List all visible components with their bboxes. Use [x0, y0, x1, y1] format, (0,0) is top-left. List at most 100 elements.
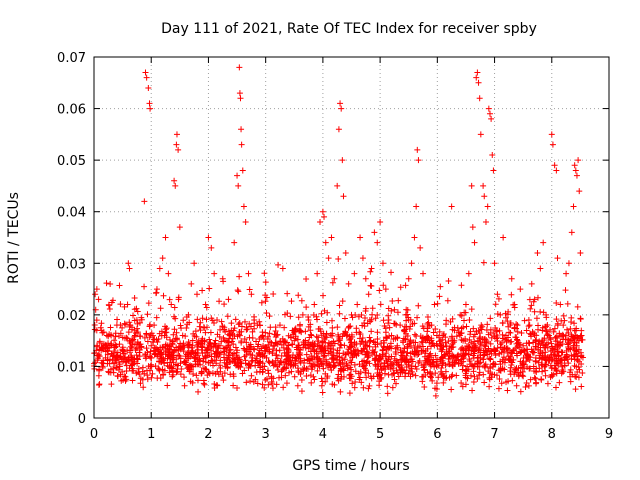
data-point — [507, 329, 514, 336]
data-point — [200, 377, 207, 384]
data-point — [320, 353, 327, 360]
data-point — [319, 389, 326, 396]
data-point — [191, 260, 198, 267]
data-point — [507, 321, 514, 328]
plot-frame — [93, 56, 610, 419]
data-point — [307, 372, 314, 379]
data-point — [379, 260, 386, 267]
data-point — [412, 372, 419, 379]
data-point — [448, 333, 455, 340]
data-point — [467, 372, 474, 379]
data-point — [445, 347, 452, 354]
data-point — [148, 330, 155, 337]
data-point — [276, 347, 283, 354]
data-point — [338, 342, 345, 349]
data-point — [468, 182, 475, 189]
data-point — [514, 328, 521, 335]
data-point — [564, 326, 571, 333]
data-point — [242, 357, 249, 364]
data-point — [336, 310, 343, 317]
data-point — [334, 182, 341, 189]
data-point — [96, 338, 103, 345]
data-point — [559, 349, 566, 356]
data-point — [185, 364, 192, 371]
data-point — [544, 331, 551, 338]
data-point — [311, 376, 318, 383]
data-point — [405, 275, 412, 282]
data-point — [418, 362, 425, 369]
data-point — [402, 326, 409, 333]
data-point — [391, 376, 398, 383]
data-point — [129, 377, 136, 384]
data-point — [241, 318, 248, 325]
data-point — [270, 290, 277, 297]
data-point — [144, 376, 151, 383]
data-points — [91, 64, 586, 399]
data-point — [218, 338, 225, 345]
data-point — [194, 291, 200, 298]
data-point — [508, 291, 515, 298]
data-point — [220, 377, 227, 384]
data-point — [340, 373, 347, 380]
data-point — [253, 338, 260, 345]
data-point — [535, 359, 542, 366]
data-point — [337, 388, 344, 395]
data-point — [132, 346, 139, 353]
data-point — [525, 317, 532, 324]
data-point — [273, 351, 280, 358]
y-tick-label: 0.03 — [57, 257, 86, 272]
data-point — [577, 249, 584, 256]
data-point — [235, 182, 242, 189]
data-point — [503, 379, 510, 386]
data-point — [134, 320, 141, 327]
data-point — [407, 342, 414, 349]
data-point — [490, 167, 497, 174]
data-point — [539, 362, 546, 369]
data-point — [228, 320, 235, 327]
data-point — [559, 367, 566, 374]
data-point — [534, 249, 541, 256]
data-point — [351, 384, 358, 391]
data-point — [282, 365, 289, 372]
data-point — [495, 385, 502, 392]
data-point — [470, 355, 477, 362]
data-point — [320, 365, 327, 372]
data-point — [364, 320, 371, 327]
data-point — [111, 337, 118, 344]
data-point — [108, 381, 115, 388]
data-point — [351, 351, 358, 358]
data-point — [256, 318, 263, 325]
data-point — [403, 306, 410, 313]
data-point — [366, 343, 373, 350]
data-point — [414, 146, 421, 153]
data-point — [314, 316, 321, 323]
data-point — [455, 357, 462, 364]
data-point — [394, 335, 401, 342]
data-point — [523, 358, 530, 365]
data-point — [356, 361, 363, 368]
data-point — [444, 297, 451, 304]
data-point — [574, 369, 581, 376]
data-point — [549, 356, 556, 363]
data-point — [170, 359, 177, 366]
data-point — [362, 308, 369, 315]
data-point — [265, 342, 272, 349]
data-point — [539, 342, 546, 349]
data-point — [262, 344, 269, 351]
data-point — [565, 330, 572, 337]
data-point — [262, 279, 269, 286]
data-point — [346, 343, 353, 350]
data-point — [491, 347, 498, 354]
data-point — [475, 346, 482, 353]
data-point — [298, 388, 305, 395]
data-point — [147, 105, 154, 112]
data-point — [487, 315, 494, 322]
data-point — [271, 342, 278, 349]
data-point — [411, 350, 418, 357]
data-point — [322, 239, 329, 246]
data-point — [234, 333, 241, 340]
y-axis-label: ROTI / TECUs — [6, 192, 22, 284]
data-point — [307, 360, 314, 367]
data-point — [537, 308, 544, 315]
